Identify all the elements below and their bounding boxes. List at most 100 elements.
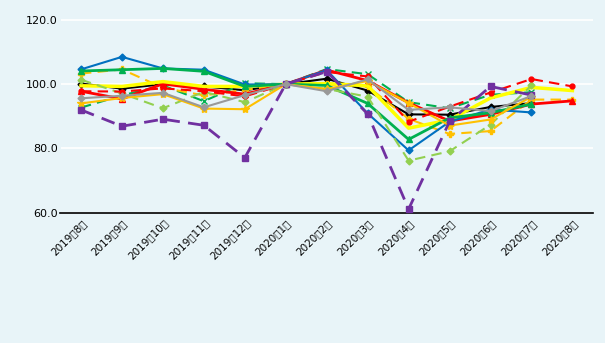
- オーストリア: [159, 92, 166, 96]
- オーストリア: [200, 107, 208, 111]
- ブルガリア: [528, 90, 535, 94]
- EU27: [282, 82, 289, 86]
- EU27: [241, 88, 249, 92]
- イタリア: [528, 102, 535, 106]
- EU27: [119, 87, 126, 91]
- 英国: [241, 93, 249, 97]
- イタリア: [487, 111, 494, 115]
- フランス: [528, 110, 535, 115]
- ハンガリー: [446, 149, 453, 153]
- ハンガリー: [241, 100, 249, 104]
- オーストリア: [528, 95, 535, 99]
- フランス: [241, 82, 249, 86]
- 英国: [77, 96, 85, 100]
- スペイン: [200, 84, 208, 88]
- Line: ルーマニア: ルーマニア: [78, 69, 534, 212]
- ブルガリア: [119, 93, 126, 97]
- スペイン: [487, 96, 494, 100]
- ポーランド: [77, 89, 85, 93]
- ドイツ: [77, 89, 85, 93]
- ハンガリー: [364, 95, 371, 99]
- ポーランド: [323, 70, 330, 74]
- ブルガリア: [241, 81, 249, 85]
- ドイツ: [323, 68, 330, 72]
- イタリア: [241, 84, 249, 88]
- チェコ: [446, 132, 453, 136]
- チェコ: [405, 117, 412, 121]
- ポーランド: [241, 94, 249, 98]
- ハンガリー: [405, 158, 412, 163]
- ブルガリア: [446, 106, 453, 110]
- 英国: [528, 94, 535, 98]
- オーストリア: [446, 123, 453, 128]
- Line: オーストリア: オーストリア: [77, 77, 535, 130]
- ポーランド: [364, 74, 371, 79]
- ポーランド: [446, 105, 453, 109]
- イタリア: [282, 82, 289, 86]
- チェコ: [77, 71, 85, 75]
- オーストリア: [487, 117, 494, 121]
- チェコ: [364, 84, 371, 88]
- ルーマニア: [77, 108, 85, 112]
- フランス: [405, 148, 412, 152]
- ルーマニア: [364, 112, 371, 116]
- イタリア: [200, 69, 208, 73]
- Line: ポーランド: ポーランド: [79, 70, 575, 124]
- ブルガリア: [405, 100, 412, 104]
- スペイン: [569, 88, 576, 93]
- ハンガリー: [159, 106, 166, 110]
- ルーマニア: [446, 119, 453, 123]
- Line: スペイン: スペイン: [81, 82, 572, 128]
- ブルガリア: [77, 106, 85, 110]
- ポーランド: [528, 77, 535, 81]
- ハンガリー: [487, 122, 494, 127]
- ドイツ: [159, 82, 166, 86]
- ポーランド: [282, 82, 289, 86]
- イタリア: [446, 116, 453, 120]
- 英国: [487, 109, 494, 113]
- フランス: [446, 120, 453, 124]
- スペイン: [159, 80, 166, 84]
- ドイツ: [405, 101, 412, 105]
- EU27: [528, 101, 535, 105]
- 英国: [364, 77, 371, 81]
- フランス: [487, 107, 494, 111]
- ドイツ: [446, 119, 453, 123]
- スペイン: [405, 126, 412, 130]
- イタリア: [405, 137, 412, 141]
- スペイン: [446, 118, 453, 122]
- スペイン: [77, 84, 85, 88]
- ルーマニア: [241, 156, 249, 160]
- EU27: [364, 88, 371, 93]
- Line: ハンガリー: ハンガリー: [79, 77, 534, 163]
- フランス: [119, 55, 126, 59]
- ルーマニア: [200, 123, 208, 127]
- ブルガリア: [200, 99, 208, 103]
- スペイン: [119, 84, 126, 88]
- ドイツ: [200, 87, 208, 91]
- チェコ: [569, 97, 576, 102]
- ルーマニア: [159, 117, 166, 121]
- Line: フランス: フランス: [79, 55, 534, 153]
- ルーマニア: [528, 93, 535, 97]
- チェコ: [528, 97, 535, 102]
- フランス: [364, 111, 371, 116]
- ルーマニア: [487, 84, 494, 88]
- 英国: [200, 105, 208, 109]
- チェコ: [119, 67, 126, 71]
- Line: ブルガリア: ブルガリア: [77, 66, 535, 112]
- ドイツ: [119, 97, 126, 101]
- ブルガリア: [487, 93, 494, 97]
- ブルガリア: [159, 83, 166, 87]
- オーストリア: [77, 102, 85, 106]
- ドイツ: [528, 102, 535, 106]
- ルーマニア: [282, 82, 289, 86]
- チェコ: [159, 86, 166, 90]
- イタリア: [159, 67, 166, 71]
- Line: ドイツ: ドイツ: [77, 67, 576, 125]
- チェコ: [241, 88, 249, 92]
- フランス: [282, 82, 289, 86]
- ポーランド: [119, 90, 126, 94]
- ルーマニア: [323, 70, 330, 74]
- ブルガリア: [364, 72, 371, 76]
